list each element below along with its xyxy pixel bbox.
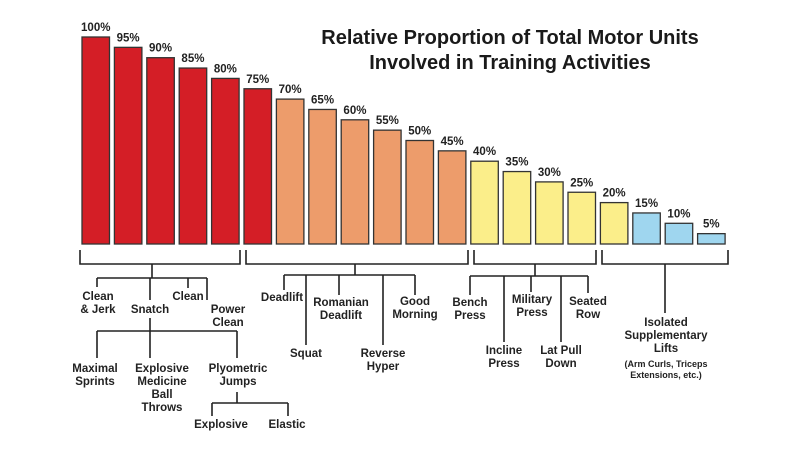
- activity-label-isolated-lifts: Lifts: [654, 343, 678, 355]
- activity-label-explosive-medicine-ball: Throws: [142, 402, 183, 414]
- activity-labels: Clean& Jerk SnatchCleanPowerCleanMaximalS…: [72, 291, 708, 431]
- activity-label-bench-press: Press: [454, 310, 485, 322]
- activity-label-elastic: Elastic: [268, 419, 306, 431]
- value-label: 70%: [279, 84, 302, 96]
- chart-title-line-2: Involved in Training Activities: [369, 52, 651, 74]
- activity-label-reverse-hyper: Reverse: [361, 348, 406, 360]
- activity-label-plyometric-jumps: Plyometric: [209, 363, 268, 375]
- bar-85-pct: [178, 67, 208, 245]
- value-label: 25%: [570, 177, 593, 189]
- activity-label-power-clean: Clean: [212, 317, 243, 329]
- group-bracket-2: [245, 250, 469, 265]
- value-label: 30%: [538, 167, 561, 179]
- bar-95-pct: [113, 46, 143, 245]
- activity-label-incline-press: Press: [488, 358, 519, 370]
- activity-tree: [96, 264, 666, 416]
- bars: [81, 36, 726, 245]
- value-label: 40%: [473, 146, 496, 158]
- bar-5-pct: [696, 232, 726, 245]
- activity-label-explosive-medicine-ball: Ball: [151, 389, 172, 401]
- activity-label-good-morning: Good: [400, 296, 430, 308]
- activity-label-seated-row: Seated: [569, 296, 607, 308]
- chart-title-line-1: Relative Proportion of Total Motor Units: [321, 27, 698, 49]
- value-label: 45%: [441, 136, 464, 148]
- value-label: 75%: [246, 74, 269, 86]
- bar-75-pct: [243, 88, 273, 245]
- bar-100-pct: [81, 36, 111, 245]
- bar-80-pct: [210, 77, 240, 245]
- value-label: 15%: [635, 198, 658, 210]
- value-label: 100%: [81, 22, 110, 34]
- activity-label-explosive: Explosive: [194, 419, 248, 431]
- group-bracket-3: [473, 250, 597, 265]
- value-label: 65%: [311, 94, 334, 106]
- bar-25-pct: [567, 191, 597, 245]
- activity-label-plyometric-jumps: Jumps: [219, 376, 256, 388]
- chart-title: Relative Proportion of Total Motor Units…: [321, 27, 698, 74]
- activity-label-snatch: Snatch: [131, 304, 169, 316]
- activity-label-clean: Clean: [172, 291, 203, 303]
- activity-label-deadlift: Deadlift: [261, 292, 303, 304]
- activity-label-reverse-hyper: Hyper: [367, 361, 400, 373]
- activity-label-squat: Squat: [290, 348, 322, 360]
- value-label: 50%: [408, 126, 431, 138]
- bar-65-pct: [308, 108, 337, 245]
- activity-label-clean-jerk: Clean: [82, 291, 113, 303]
- activity-label-seated-row: Row: [576, 309, 600, 321]
- activity-label-explosive-medicine-ball: Medicine: [137, 376, 186, 388]
- activity-label-military-press: Military: [512, 294, 553, 306]
- activity-label-romanian-deadlift: Romanian: [313, 297, 369, 309]
- group-brackets: [79, 250, 729, 265]
- bar-35-pct: [502, 170, 532, 245]
- value-labels: 100% 95% 90% 85% 80% 75% 70% 65% 60% 55% 50% 45% 40%…: [81, 22, 720, 231]
- bar-30-pct: [534, 181, 564, 245]
- activity-label-isolated-examples: (Arm Curls, Triceps: [624, 359, 707, 369]
- bar-40-pct: [470, 160, 499, 245]
- value-label: 80%: [214, 63, 237, 75]
- activity-label-isolated-lifts: Supplementary: [624, 330, 708, 342]
- value-label: 55%: [376, 115, 399, 127]
- activity-label-clean-jerk: & Jerk: [80, 304, 116, 316]
- value-label: 20%: [603, 188, 626, 200]
- activity-label-explosive-medicine-ball: Explosive: [135, 363, 189, 375]
- bar-90-pct: [146, 57, 175, 245]
- bar-45-pct: [437, 150, 467, 245]
- value-label: 95%: [117, 32, 140, 44]
- activity-label-military-press: Press: [516, 307, 547, 319]
- value-label: 35%: [505, 157, 528, 169]
- bar-70-pct: [275, 98, 305, 245]
- value-label: 10%: [667, 208, 690, 220]
- value-label: 5%: [703, 219, 720, 231]
- activity-label-incline-press: Incline: [486, 345, 522, 357]
- bar-55-pct: [372, 129, 402, 245]
- activity-label-lat-pull-down: Down: [545, 358, 576, 370]
- bar-20-pct: [599, 201, 629, 245]
- activity-label-romanian-deadlift: Deadlift: [320, 310, 362, 322]
- bar-10-pct: [664, 222, 694, 245]
- group-bracket-1: [79, 250, 241, 265]
- activity-label-bench-press: Bench: [452, 297, 487, 309]
- bar-50-pct: [405, 139, 435, 245]
- activity-label-good-morning: Morning: [392, 309, 437, 321]
- value-label: 85%: [181, 53, 204, 65]
- value-label: 60%: [343, 105, 366, 117]
- activity-label-maximal-sprints: Sprints: [75, 376, 115, 388]
- activity-label-isolated-lifts: Isolated: [644, 317, 687, 329]
- group-bracket-4: [601, 250, 729, 265]
- activity-label-maximal-sprints: Maximal: [72, 363, 117, 375]
- activity-label-power-clean: Power: [211, 304, 246, 316]
- activity-label-lat-pull-down: Lat Pull: [540, 345, 582, 357]
- value-label: 90%: [149, 43, 172, 55]
- bar-15-pct: [632, 212, 661, 245]
- activity-label-isolated-examples: Extensions, etc.): [630, 370, 702, 380]
- bar-60-pct: [340, 119, 370, 245]
